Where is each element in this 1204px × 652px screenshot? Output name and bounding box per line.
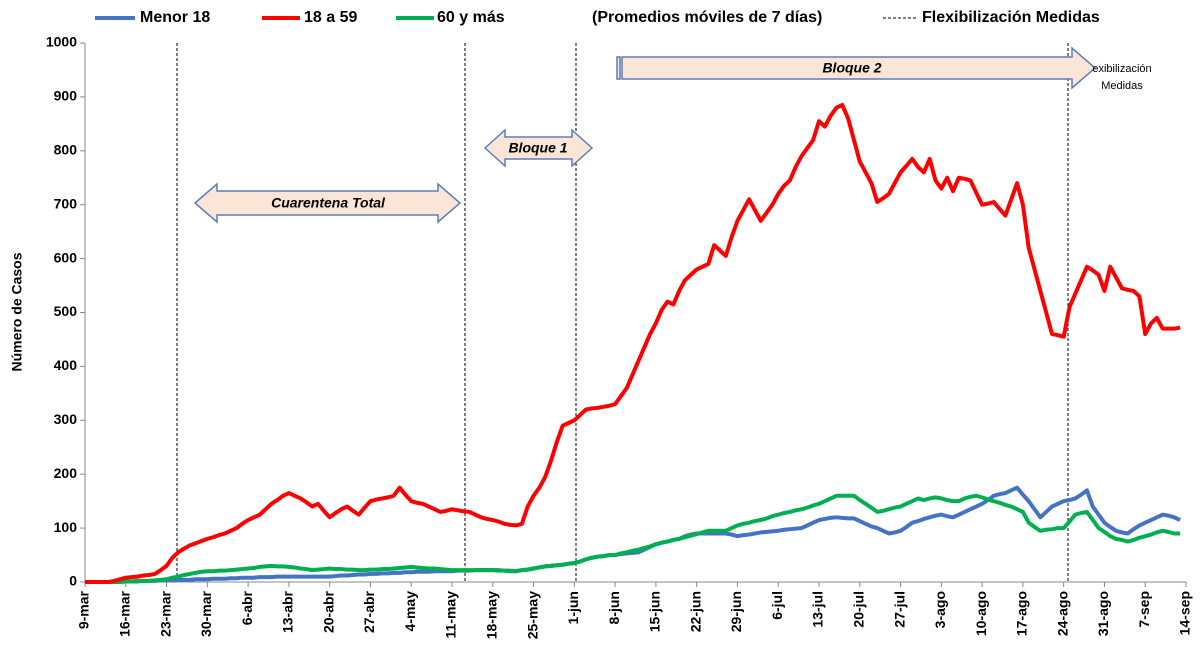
- y-tick-label: 300: [54, 411, 78, 427]
- x-tick-label: 27-abr: [361, 590, 377, 633]
- x-tick-label: 10-ago: [973, 591, 989, 636]
- legend: Menor 18 18 a 59 60 y más (Promedios móv…: [95, 9, 1100, 26]
- y-tick-label: 200: [54, 465, 78, 481]
- y-tick-label: 100: [54, 519, 78, 535]
- x-tick-label: 24-ago: [1054, 591, 1070, 636]
- x-tick-label: 6-jul: [769, 591, 785, 620]
- subtitle: (Promedios móviles de 7 días): [592, 9, 822, 26]
- x-tick-label: 14-sep: [1177, 591, 1193, 635]
- y-tick-label: 700: [54, 195, 78, 211]
- x-tick-label: 9-mar: [76, 590, 92, 629]
- series-line: [85, 102, 1181, 584]
- y-axis-title: Número de Casos: [9, 252, 25, 371]
- x-tick-label: 31-ago: [1095, 591, 1111, 636]
- annotation-arrow: [621, 46, 1097, 90]
- x-tick-label: 4-may: [402, 591, 418, 632]
- legend-label: 18 a 59: [304, 9, 357, 26]
- series-line: [85, 485, 1182, 584]
- x-tick-label: 13-abr: [280, 590, 296, 633]
- y-tick-label: 600: [54, 249, 78, 265]
- x-tick-label: 11-may: [443, 591, 459, 639]
- annotation: Bloque 1: [508, 140, 567, 156]
- y-tick-label: 800: [54, 142, 78, 158]
- legend-label: 60 y más: [437, 9, 505, 26]
- x-tick-label: 23-mar: [157, 590, 173, 636]
- y-tick-label: 0: [69, 573, 77, 589]
- y-tick-label: 500: [54, 303, 78, 319]
- x-tick-label: 20-jul: [850, 591, 866, 628]
- annotation-arrow: [193, 182, 462, 224]
- x-tick-label: 7-sep: [1136, 591, 1152, 628]
- annotation: Bloque 2: [822, 60, 881, 76]
- x-tick-label: 17-ago: [1014, 591, 1030, 636]
- x-tick-label: 20-abr: [320, 590, 336, 633]
- x-tick-label: 18-may: [483, 591, 499, 639]
- series-line: [85, 493, 1181, 584]
- x-tick-label: 8-jun: [606, 591, 622, 624]
- legend-label: Flexibilización Medidas: [922, 9, 1100, 26]
- y-tick-label: 1000: [46, 34, 77, 50]
- annotation: Medidas: [1101, 80, 1143, 92]
- y-tick-label: 400: [54, 357, 78, 373]
- x-tick-label: 29-jun: [728, 591, 744, 632]
- x-tick-label: 27-jul: [891, 591, 907, 628]
- x-tick-label: 3-ago: [932, 591, 948, 628]
- annotation-arrow: [483, 128, 594, 168]
- x-tick-label: 15-jun: [647, 591, 663, 632]
- x-tick-label: 16-mar: [116, 590, 132, 636]
- x-tick-label: 6-abr: [239, 590, 255, 625]
- x-tick-label: 25-may: [524, 591, 540, 639]
- annotation: exibilización: [1092, 63, 1151, 75]
- annotations: Cuarentena Total Bloque 1 Bloque 2 exibi…: [193, 46, 1152, 224]
- x-tick-label: 22-jun: [687, 591, 703, 632]
- x-tick-label: 1-jun: [565, 591, 581, 624]
- annotation-arrow: [616, 56, 621, 80]
- annotation: Cuarentena Total: [271, 195, 386, 211]
- legend-label: Menor 18: [140, 9, 210, 26]
- y-tick-label: 900: [54, 88, 78, 104]
- event-lines: [176, 43, 1069, 582]
- x-tick-label: 13-jul: [810, 591, 826, 628]
- x-tick-label: 30-mar: [198, 590, 214, 636]
